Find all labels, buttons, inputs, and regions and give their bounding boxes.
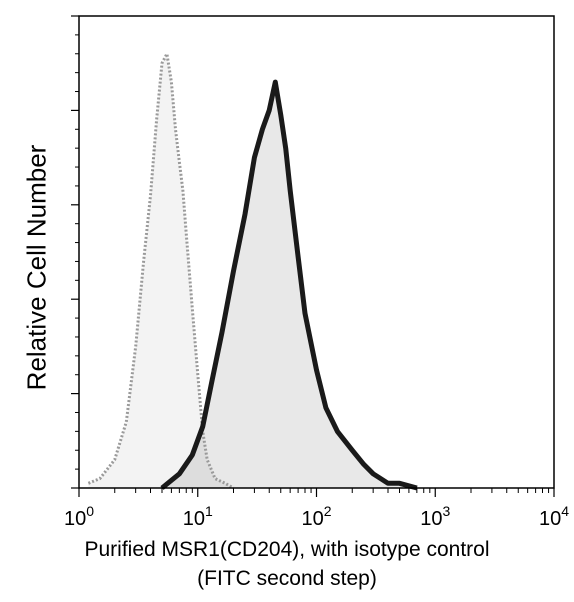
x-tick-label: 101 [183, 503, 213, 530]
x-tick-label: 100 [64, 503, 94, 530]
histogram-fill-1 [162, 82, 417, 488]
histogram-curve-0 [87, 52, 235, 490]
y-axis-label: Relative Cell Number [21, 144, 52, 391]
x-axis-label-subtitle: (FITC second step) [197, 567, 377, 590]
x-tick-label: 104 [539, 503, 569, 530]
histogram-curve-1 [160, 79, 418, 491]
x-tick-label: 102 [301, 503, 331, 530]
histogram-fill-0 [88, 53, 234, 489]
x-axis-label: Purified MSR1(CD204), with isotype contr… [84, 538, 490, 561]
x-tick-label: 103 [420, 503, 450, 530]
